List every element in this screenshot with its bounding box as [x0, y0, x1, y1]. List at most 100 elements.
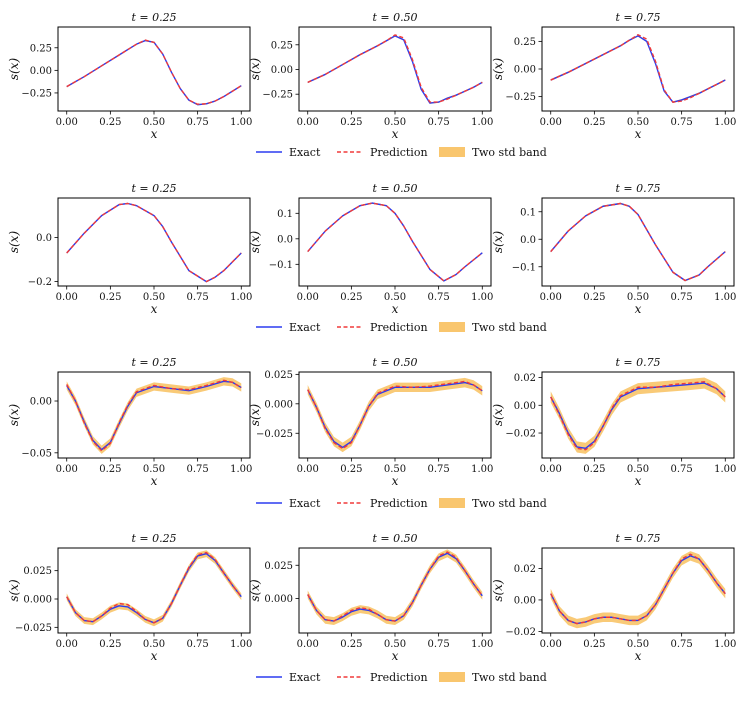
y-tick-label: −0.25	[262, 90, 293, 101]
x-tick-label: 1.00	[714, 639, 736, 650]
subplot-title: t = 0.50	[372, 182, 417, 195]
y-tick-label: 0.0	[520, 235, 536, 246]
x-tick-label: 0.00	[540, 292, 562, 303]
x-tick-label: 0.75	[187, 292, 209, 303]
subplot-title: t = 0.25	[131, 11, 176, 24]
prediction-line	[307, 34, 483, 103]
axes-frame	[298, 26, 492, 112]
x-tick-label: 0.25	[99, 292, 121, 303]
x-tick-label: 0.50	[627, 292, 649, 303]
x-axis-label: x	[151, 127, 158, 141]
exact-line	[66, 202, 242, 283]
y-tick-label: 0.025	[23, 566, 52, 577]
axes-frame	[541, 197, 735, 287]
x-tick-label: 0.00	[56, 292, 78, 303]
x-tick-label: 1.00	[471, 117, 493, 128]
exact-line	[307, 381, 483, 449]
x-tick-label: 0.75	[428, 464, 450, 475]
subplot-r3-c1: 0.00 0.25 0.50 0.75 1.00 −0.05 0.00 t = 0.25 x s(…	[7, 356, 252, 488]
prediction-line	[66, 551, 242, 624]
x-tick-label: 0.75	[671, 292, 693, 303]
legend-band-swatch	[439, 672, 465, 682]
x-tick-label: 1.00	[230, 117, 252, 128]
y-tick-label: 0.25	[514, 37, 536, 48]
x-tick-label: 0.00	[540, 117, 562, 128]
x-tick-label: 0.25	[340, 639, 362, 650]
y-tick-label: −0.025	[15, 623, 52, 634]
legend-band-swatch	[439, 147, 465, 157]
y-tick-label: 0.000	[23, 595, 52, 606]
x-tick-label: 1.00	[230, 639, 252, 650]
y-axis-label: s(x)	[491, 404, 505, 427]
y-tick-label: −0.025	[256, 429, 293, 440]
x-tick-label: 0.75	[671, 639, 693, 650]
x-tick-label: 0.00	[297, 639, 319, 650]
legend-prediction-label: Prediction	[370, 497, 428, 510]
x-tick-label: 0.50	[627, 639, 649, 650]
x-tick-label: 0.50	[143, 117, 165, 128]
prediction-line	[66, 39, 242, 105]
two-std-band	[307, 377, 483, 453]
y-axis-label: s(x)	[491, 231, 505, 254]
legend-band-swatch	[439, 322, 465, 332]
legend-band-swatch	[439, 498, 465, 508]
legend-row-3: Exact Prediction Two std band	[256, 497, 547, 510]
prediction-line	[66, 202, 242, 283]
y-tick-label: 0.1	[277, 209, 293, 220]
legend-band-label: Two std band	[472, 146, 547, 159]
x-tick-label: 0.50	[143, 639, 165, 650]
legend-band-label: Two std band	[472, 671, 547, 684]
x-tick-label: 0.25	[99, 464, 121, 475]
legend-exact-label: Exact	[289, 321, 321, 334]
x-tick-label: 0.75	[671, 117, 693, 128]
prediction-line	[307, 380, 483, 450]
x-tick-label: 1.00	[714, 117, 736, 128]
prediction-line	[550, 34, 726, 103]
x-axis-label: x	[392, 127, 399, 141]
x-tick-label: 1.00	[230, 464, 252, 475]
x-axis-label: x	[392, 302, 399, 316]
x-tick-label: 1.00	[714, 464, 736, 475]
x-axis-label: x	[635, 649, 642, 663]
legend-band-label: Two std band	[472, 497, 547, 510]
y-tick-label: 0.00	[514, 65, 536, 76]
prediction-line	[550, 553, 726, 625]
y-tick-label: 0.25	[30, 43, 52, 54]
y-axis-label: s(x)	[248, 231, 262, 254]
y-axis-label: s(x)	[491, 579, 505, 602]
two-std-band	[66, 550, 242, 627]
y-tick-label: −0.1	[269, 260, 293, 271]
legend-prediction-label: Prediction	[370, 321, 428, 334]
exact-line	[66, 552, 242, 624]
x-tick-label: 0.25	[99, 639, 121, 650]
x-tick-label: 0.00	[540, 639, 562, 650]
legend-row-4: Exact Prediction Two std band	[256, 671, 547, 684]
x-axis-label: x	[392, 649, 399, 663]
x-axis-label: x	[151, 474, 158, 488]
y-tick-label: 0.000	[264, 399, 293, 410]
prediction-line	[66, 379, 242, 452]
legend-exact-label: Exact	[289, 497, 321, 510]
y-tick-label: −0.02	[505, 429, 536, 440]
x-tick-label: 0.00	[56, 639, 78, 650]
y-axis-label: s(x)	[7, 579, 21, 602]
legend-row-1: Exact Prediction Two std band	[256, 146, 547, 159]
x-tick-label: 0.00	[56, 464, 78, 475]
subplot-title: t = 0.50	[372, 532, 417, 545]
subplot-title: t = 0.75	[615, 356, 660, 369]
two-std-band	[66, 377, 242, 454]
two-std-band	[307, 549, 483, 626]
exact-line	[307, 202, 483, 282]
x-tick-label: 1.00	[230, 292, 252, 303]
legend-prediction-label: Prediction	[370, 671, 428, 684]
y-tick-label: 0.25	[271, 40, 293, 51]
x-tick-label: 1.00	[471, 464, 493, 475]
subplot-title: t = 0.25	[131, 182, 176, 195]
x-tick-label: 0.50	[384, 464, 406, 475]
subplot-r1-c3: 0.00 0.25 0.50 0.75 1.00 −0.25 0.00 0.25 t = 0.7…	[491, 11, 736, 141]
two-std-band	[66, 202, 242, 283]
y-axis-label: s(x)	[248, 579, 262, 602]
x-tick-label: 0.75	[187, 639, 209, 650]
x-tick-label: 0.25	[583, 117, 605, 128]
